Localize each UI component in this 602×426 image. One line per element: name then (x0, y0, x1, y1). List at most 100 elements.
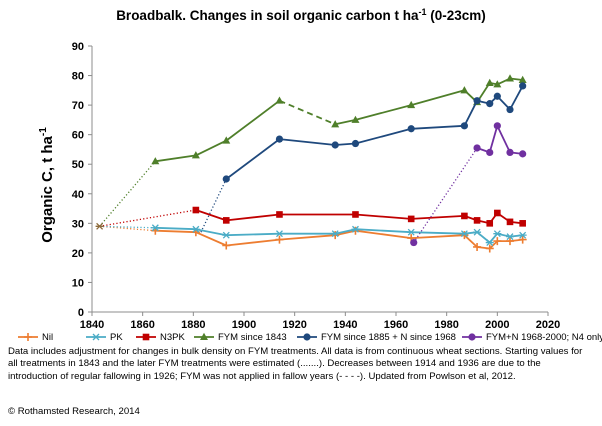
data-point-pk (407, 228, 416, 236)
data-point-n3pk (506, 218, 514, 226)
data-point-n3pk (494, 209, 501, 217)
axes: 1840 1860 1880 1900 1920 1940 1960 1980 2000 2020… (72, 41, 560, 331)
data-point-nil (275, 235, 284, 244)
legend-marker-nil (24, 333, 32, 341)
legend-item-n3pk: N3PK (136, 332, 185, 343)
data-point-fym1843 (222, 136, 231, 144)
legend-label-nil: Nil (42, 332, 53, 343)
data-point-n3pk (192, 206, 200, 214)
data-point-n3pk (276, 211, 283, 218)
data-point-fym1885 (275, 135, 284, 143)
x-tick-label: 1900 (232, 319, 256, 331)
data-point-pk (151, 224, 160, 232)
copyright-text: © Rothamsted Research, 2014 (8, 406, 140, 417)
data-point-n3pk (486, 220, 494, 227)
legend: Nil PK N3PK FYM since 1843 FYM since 1885 + … (18, 332, 602, 343)
y-tick-label: 90 (72, 41, 84, 53)
note-line-3: introduction of regular fallowing in 192… (8, 370, 516, 382)
data-point-n3pk (407, 215, 415, 223)
data-point-fym1843 (275, 96, 284, 104)
chart-title: Broadbalk. Changes in soil organic carbo… (116, 7, 486, 23)
data-point-fym1843 (151, 157, 160, 165)
fallow-line-fym1843 (279, 99, 336, 126)
data-point-pk (351, 225, 360, 233)
data-point-nil (460, 231, 469, 240)
legend-marker-fym1843 (200, 332, 208, 340)
data-point-fym1885 (486, 100, 494, 108)
data-point-nil (493, 237, 502, 246)
y-tick-label: 50 (72, 159, 84, 171)
series-pk (99, 224, 527, 247)
series-layer (95, 74, 527, 253)
data-point-pk (493, 230, 502, 238)
data-point-fym1885 (407, 125, 415, 133)
data-point-pk (275, 230, 284, 238)
series-n3pk (99, 206, 526, 227)
y-tick-label: 70 (72, 100, 84, 112)
estimated-line-n3pk (99, 209, 197, 227)
data-point-pk (506, 233, 514, 241)
x-tick-label: 1880 (181, 319, 205, 331)
data-point-fymn (486, 148, 494, 156)
y-tick-label: 40 (72, 189, 84, 201)
data-point-pk (222, 231, 231, 239)
note-line-1: Data includes adjustment for changes in … (8, 346, 583, 357)
data-point-pk (191, 225, 200, 233)
data-point-pk (331, 230, 340, 238)
data-point-n3pk (473, 217, 481, 224)
data-point-fym1843 (506, 74, 514, 82)
chart: Broadbalk. Changes in soil organic carbo… (18, 7, 602, 343)
series-fym1843 (99, 74, 527, 227)
legend-item-pk: PK (86, 332, 123, 343)
estimated-line-nil (99, 225, 156, 232)
data-point-n3pk (352, 211, 359, 218)
legend-item-fym1885: FYM since 1885 + N since 1968 (297, 332, 456, 343)
data-point-nil (351, 226, 360, 235)
data-point-fym1843 (351, 115, 360, 123)
data-point-fym1885 (506, 105, 514, 114)
legend-marker-fym1885 (303, 333, 311, 341)
data-point-n3pk (222, 217, 230, 224)
data-point-nil (473, 242, 482, 251)
x-tick-label: 1860 (130, 319, 154, 331)
series-fymn (410, 122, 527, 247)
data-point-fym1885 (460, 122, 468, 130)
note-line-2: all treatments in 1843 and the later FYM… (8, 358, 541, 370)
series-line-fym1843 (155, 99, 281, 163)
legend-item-fym1843: FYM since 1843 (194, 332, 287, 343)
data-point-fym1885 (222, 175, 230, 183)
data-point-fym1885 (473, 97, 481, 105)
x-tick-label: 1980 (434, 319, 458, 331)
y-tick-label: 10 (72, 277, 84, 289)
y-tick-label: 80 (72, 71, 84, 83)
start-point-1843 (95, 222, 104, 230)
y-axis-label: Organic C, t ha-1 (38, 127, 56, 243)
data-point-fym1843 (191, 151, 200, 159)
estimated-line-fym1885 (200, 178, 227, 233)
y-tick-label: 0 (78, 307, 84, 319)
legend-marker-pk (92, 333, 100, 341)
estimated-line-pk (99, 225, 156, 229)
data-point-fym1885 (331, 141, 339, 149)
data-point-pk (485, 239, 494, 247)
chart-note: Data includes adjustment for changes in … (8, 346, 596, 383)
data-point-fym1843 (331, 120, 340, 128)
data-point-n3pk (461, 212, 468, 220)
legend-label-pk: PK (110, 332, 123, 343)
data-point-fymn (473, 144, 481, 152)
data-point-fym1885 (519, 82, 527, 90)
data-point-nil (518, 235, 527, 244)
estimated-line-fymn (413, 147, 478, 243)
legend-marker-n3pk (142, 333, 150, 341)
data-point-n3pk (519, 220, 526, 227)
data-point-fym1843 (407, 100, 416, 109)
data-point-fym1885 (351, 139, 360, 148)
x-tick-label: 2020 (536, 319, 560, 331)
data-point-fymn (410, 238, 418, 247)
data-point-fym1843 (460, 86, 469, 94)
legend-item-nil: Nil (18, 332, 53, 343)
estimated-line-fym1843 (99, 160, 156, 227)
y-tick-label: 20 (72, 248, 84, 260)
